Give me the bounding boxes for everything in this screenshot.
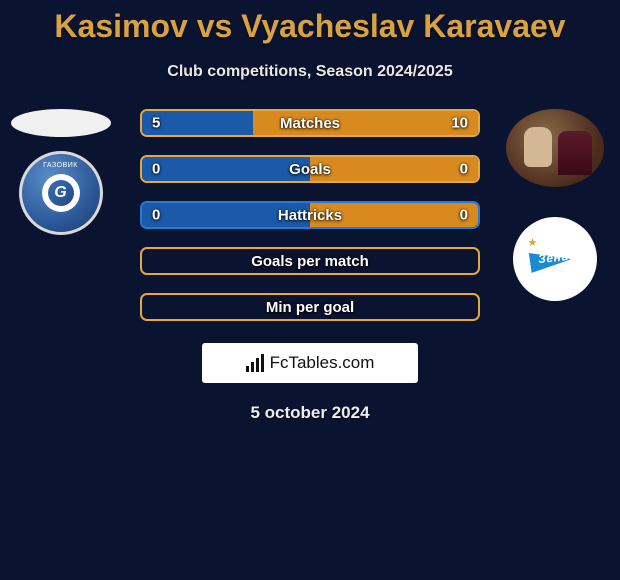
stats-container: 5 10 Matches 0 0 Goals 0 0 Hattricks Goals per ma…: [140, 109, 480, 321]
stat-label: Matches: [280, 115, 340, 132]
subtitle: Club competitions, Season 2024/2025: [0, 63, 620, 81]
watermark-text: FcTables.com: [270, 353, 375, 373]
stat-fill-left: [142, 157, 310, 181]
date-label: 5 october 2024: [0, 403, 620, 423]
stat-row: 0 0 Hattricks: [140, 201, 480, 229]
stat-value-right: 10: [451, 115, 468, 132]
stat-value-left: 5: [152, 115, 160, 132]
bar-chart-icon: [246, 354, 264, 372]
watermark: FcTables.com: [202, 343, 418, 383]
right-player-photo: [506, 109, 604, 187]
stat-value-right: 0: [460, 161, 468, 178]
left-club-badge: G: [19, 151, 103, 235]
page-title: Kasimov vs Vyacheslav Karavaev: [0, 0, 620, 45]
right-player-column: ★ Зенит: [497, 109, 612, 301]
stat-row: 0 0 Goals: [140, 155, 480, 183]
comparison-panel: G ★ Зенит 5 10 Matches 0 0 Goals 0 0 Hattricks Go…: [0, 109, 620, 321]
stat-label: Goals: [289, 161, 331, 178]
star-icon: ★: [528, 236, 538, 249]
right-club-badge: ★ Зенит: [513, 217, 597, 301]
left-club-badge-letter: G: [48, 180, 74, 206]
left-player-column: G: [8, 109, 113, 235]
stat-label: Hattricks: [278, 207, 342, 224]
stat-value-right: 0: [460, 207, 468, 224]
stat-row: Min per goal: [140, 293, 480, 321]
right-club-name: Зенит: [537, 248, 580, 266]
stat-fill-right: [310, 157, 478, 181]
stat-label: Min per goal: [266, 299, 354, 316]
stat-value-left: 0: [152, 207, 160, 224]
stat-row: 5 10 Matches: [140, 109, 480, 137]
stat-value-left: 0: [152, 161, 160, 178]
stat-row: Goals per match: [140, 247, 480, 275]
left-player-photo-placeholder: [11, 109, 111, 137]
zenit-logo-icon: ★ Зенит: [528, 232, 582, 286]
stat-label: Goals per match: [251, 253, 369, 270]
